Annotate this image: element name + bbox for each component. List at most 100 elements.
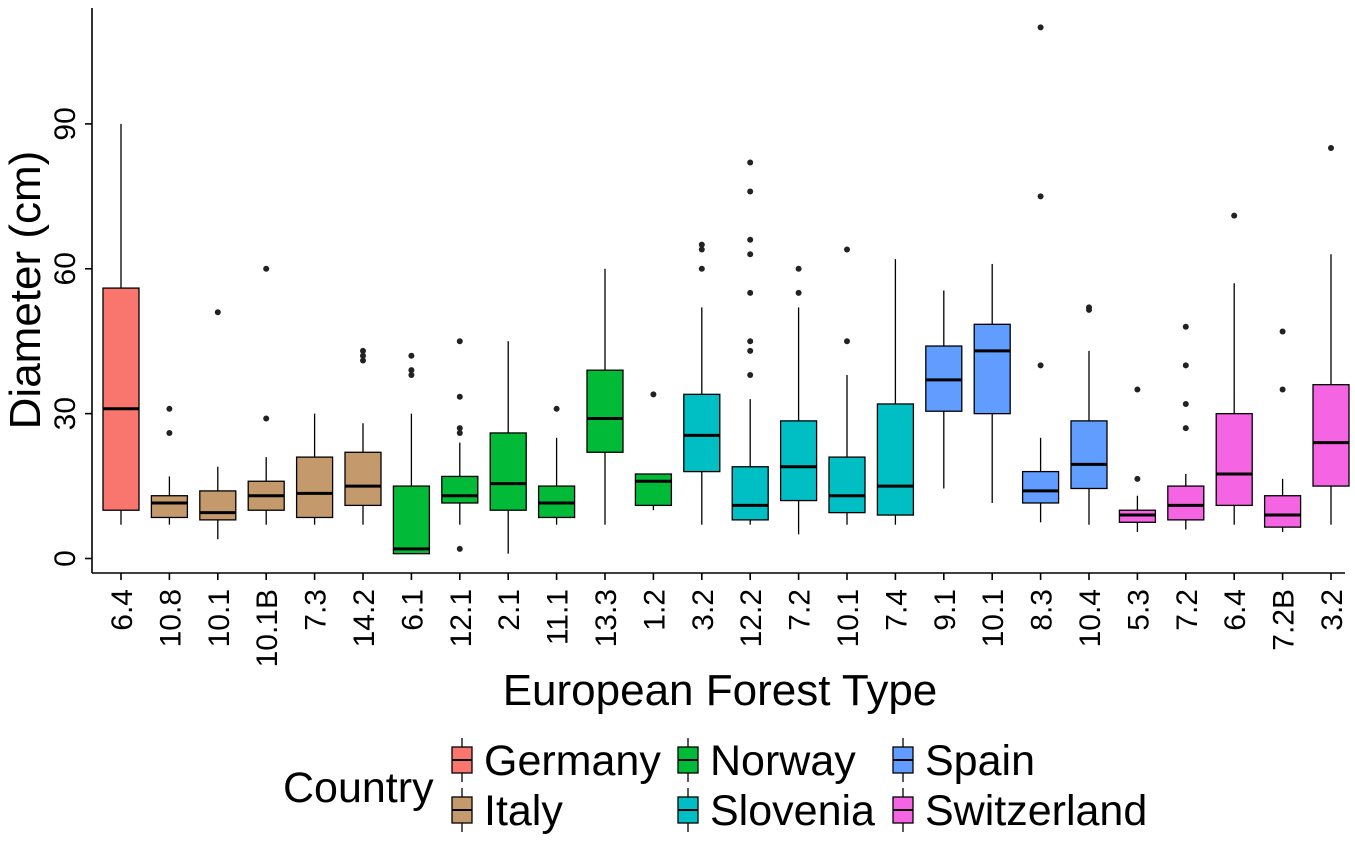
- box-16-10.1: [828, 246, 866, 525]
- legend-label: Italy: [484, 787, 563, 835]
- outlier-point: [698, 241, 705, 248]
- x-tick-label: 10.1: [832, 589, 865, 647]
- box-13-3.2: [683, 241, 721, 525]
- box-11-13.3: [586, 268, 624, 525]
- box-body: [489, 432, 527, 511]
- outlier-point: [456, 429, 463, 436]
- box-9-2.1: [489, 341, 527, 554]
- box-15-7.2: [779, 265, 818, 535]
- outlier-point: [1037, 24, 1044, 31]
- outlier-point: [1086, 304, 1092, 311]
- x-tick-label: 6.4: [106, 589, 139, 631]
- box-21-10.4: [1070, 304, 1108, 525]
- box-body: [1312, 384, 1350, 487]
- box-body: [1263, 495, 1302, 528]
- box-2-10.8: [150, 405, 189, 525]
- box-22-5.3: [1118, 386, 1157, 532]
- x-tick-label: 7.2: [1171, 589, 1204, 631]
- legend-label: Norway: [710, 737, 856, 785]
- box-24-6.4: [1215, 212, 1253, 525]
- box-26-3.2: [1312, 145, 1350, 525]
- outlier-point: [456, 338, 463, 345]
- x-tick-label: 10.1: [203, 589, 236, 647]
- y-tick-label: 0: [49, 550, 82, 567]
- outlier-point: [1231, 212, 1238, 219]
- box-4-10.1B: [247, 265, 285, 525]
- outlier-point: [747, 251, 754, 258]
- outlier-point: [747, 236, 754, 243]
- y-tick-label: 30: [49, 397, 82, 430]
- x-axis: 6.4 10.8 10.1 10.1B 7.3 14.2 6.1 12.1 2.1 11.1 13.…: [92, 572, 1349, 667]
- box-body: [150, 495, 189, 519]
- legend-title: Country: [283, 764, 434, 812]
- x-tick-label: 7.2B: [1268, 589, 1301, 651]
- box-body: [634, 473, 673, 507]
- box-body: [876, 403, 915, 516]
- x-tick-label: 12.2: [735, 589, 768, 647]
- outlier-point: [1328, 145, 1334, 152]
- box-7-6.1: [392, 352, 431, 555]
- outlier-point: [360, 347, 366, 354]
- outlier-point: [553, 405, 560, 412]
- outlier-point: [795, 265, 802, 272]
- outlier-point: [1182, 323, 1189, 330]
- box-body: [441, 475, 479, 504]
- outlier-point: [747, 289, 754, 296]
- outlier-point: [844, 338, 850, 345]
- outlier-point: [1134, 386, 1141, 393]
- outlier-point: [1037, 193, 1044, 200]
- outlier-point: [360, 352, 366, 359]
- y-tick-label: 90: [49, 107, 82, 140]
- outlier-point: [1134, 475, 1141, 482]
- x-tick-label: 10.4: [1074, 589, 1107, 647]
- box-body: [779, 420, 818, 502]
- outlier-point: [1037, 362, 1044, 369]
- y-axis: 0 30 60 90: [49, 8, 93, 573]
- outlier-point: [408, 352, 415, 359]
- box-body: [586, 369, 624, 453]
- x-tick-label: 3.2: [1316, 589, 1349, 631]
- box-body: [828, 456, 866, 514]
- outlier-point: [747, 338, 754, 345]
- box-body: [1070, 420, 1108, 490]
- outlier-point: [1182, 425, 1189, 432]
- outlier-point: [747, 372, 754, 379]
- outlier-point: [747, 188, 754, 195]
- x-tick-label: 8.3: [1026, 589, 1059, 631]
- outlier-point: [360, 357, 366, 364]
- outlier-point: [795, 289, 802, 296]
- box-3-10.1: [199, 309, 237, 540]
- box-body: [102, 287, 140, 511]
- outlier-point: [456, 425, 463, 432]
- outlier-point: [166, 405, 173, 412]
- box-body: [973, 323, 1011, 415]
- outlier-point: [263, 265, 270, 272]
- box-body: [1021, 470, 1060, 504]
- outlier-point: [698, 246, 705, 253]
- y-axis-title: Diameter (cm): [1, 151, 50, 430]
- outlier-point: [1182, 400, 1189, 407]
- box-body: [392, 485, 431, 555]
- legend-item-norway: Norway: [677, 737, 856, 785]
- x-tick-label: 2.1: [493, 589, 526, 631]
- legend-item-spain: Spain: [892, 737, 1035, 785]
- legend-label: Spain: [925, 737, 1035, 785]
- outlier-point: [263, 415, 270, 422]
- x-tick-label: 10.8: [154, 589, 187, 647]
- box-body: [1167, 485, 1205, 521]
- x-tick-label: 7.3: [300, 589, 333, 631]
- plot-area: [102, 24, 1350, 555]
- x-tick-label: 6.4: [1219, 589, 1252, 631]
- box-body: [683, 393, 721, 473]
- x-tick-label: 6.1: [396, 589, 429, 631]
- x-tick-label: 10.1: [977, 589, 1010, 647]
- legend-item-germany: Germany: [451, 737, 661, 785]
- box-25-7.2B: [1263, 328, 1302, 532]
- outlier-point: [747, 159, 754, 166]
- x-tick-label: 3.2: [687, 589, 720, 631]
- box-body: [731, 466, 769, 521]
- box-12-1.2: [634, 391, 673, 511]
- outlier-point: [650, 391, 657, 398]
- x-tick-label: 9.1: [929, 589, 962, 631]
